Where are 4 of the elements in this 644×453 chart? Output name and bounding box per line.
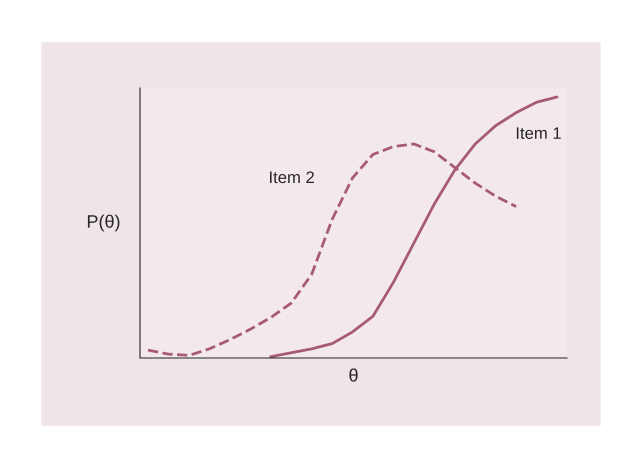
series-label: Item 2 <box>270 171 314 184</box>
y-axis-title: P(θ) <box>88 214 120 232</box>
series-label: Item 1 <box>516 127 561 139</box>
x-axis-title: θ <box>349 368 358 382</box>
